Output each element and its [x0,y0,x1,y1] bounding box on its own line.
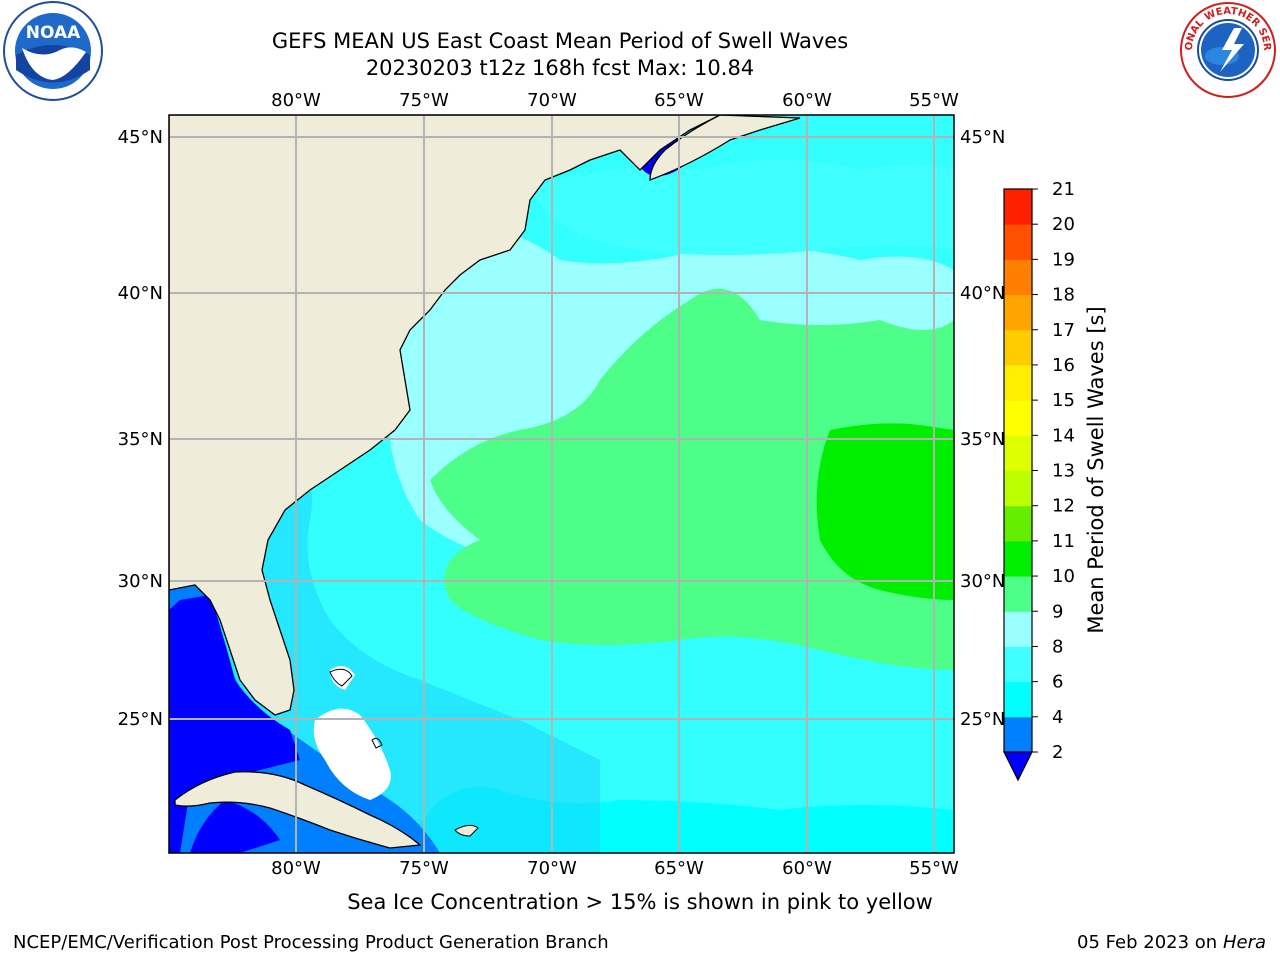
colorbar-tick-label: 18 [1052,285,1075,306]
land-islands [454,824,479,837]
lat-label: 40°N [960,283,1005,304]
noaa-logo: NOAA [3,1,103,101]
swell-period-zone [530,160,954,255]
footer-date: 05 Feb 2023 on Hera [1077,932,1266,953]
lat-label: 40°N [118,283,163,304]
colorbar-tick-label: 13 [1052,461,1075,482]
land-north-america [169,115,721,716]
swell-period-zone [430,288,954,670]
lat-label: 35°N [960,429,1005,450]
nws-logo: NATIONAL WEATHER SERVICE [1178,0,1276,98]
lat-labels-right: 45°N 40°N 35°N 30°N 25°N [960,127,1005,730]
footer-date-text: 05 Feb 2023 on [1077,932,1218,953]
land-bahamas [371,737,383,749]
colorbar-segment [1004,505,1032,542]
colorbar-segment [1004,400,1032,436]
lon-label: 60°W [782,858,832,879]
colorbar-tick-label: 19 [1052,249,1075,270]
colorbar-tick-label: 21 [1052,179,1075,200]
colorbar-tick-label: 11 [1052,531,1075,552]
swell-period-zone [816,423,954,600]
colorbar-segment [1004,646,1032,683]
lon-label: 70°W [527,90,577,111]
colorbar-tick-label: 10 [1052,566,1075,587]
colorbar-segment [1004,435,1032,471]
colorbar-tick-label: 12 [1052,496,1075,517]
footer-machine: Hera [1222,932,1266,953]
lon-label: 75°W [399,90,449,111]
lat-label: 35°N [118,429,163,450]
colorbar-tick-label: 15 [1052,390,1075,411]
colorbar-segment [1004,189,1032,225]
swell-period-zone [169,595,300,853]
lat-label: 45°N [118,127,163,148]
colorbar-segment [1004,681,1032,718]
colorbar-title: Mean Period of Swell Waves [s] [1084,306,1108,634]
colorbar-segment [1004,576,1032,612]
colorbar-segment [1004,716,1032,753]
colorbar-tick-label: 16 [1052,355,1075,376]
colorbar-tick-label: 8 [1052,636,1063,657]
colorbar-segment [1004,364,1032,401]
lon-label: 80°W [271,858,321,879]
sea-ice-caption: Sea Ice Concentration > 15% is shown in … [347,890,933,914]
land-cuba [174,771,422,849]
noaa-logo-text: NOAA [26,23,81,43]
colorbar-tick-label: 6 [1052,672,1063,693]
footer-credit: NCEP/EMC/Verification Post Processing Pr… [13,932,609,953]
lon-label: 55°W [909,90,959,111]
colorbar-tick-label: 17 [1052,320,1075,341]
lat-label: 25°N [960,709,1005,730]
colorbar-tick-label: 20 [1052,214,1075,235]
colorbar-segment [1004,540,1032,577]
colorbar-tick-label: 2 [1052,742,1063,763]
colorbar-segment [1004,259,1032,296]
lon-label: 65°W [654,858,704,879]
swell-period-zone [190,800,280,853]
colorbar-segment [1004,294,1032,331]
lon-label: 55°W [909,858,959,879]
lat-label: 30°N [118,571,163,592]
lat-label: 45°N [960,127,1005,148]
map-frame [168,114,955,854]
colorbar-tick-label: 14 [1052,425,1075,446]
swell-period-zone [313,708,391,800]
colorbar-segment [1004,611,1032,647]
lon-labels-top: 80°W 75°W 70°W 65°W 60°W 55°W [271,90,959,111]
colorbar-segment [1004,224,1032,260]
lon-label: 60°W [782,90,832,111]
colorbar-tick-label: 9 [1052,601,1063,622]
swell-period-zone [169,600,954,853]
lat-label: 25°N [118,709,163,730]
lon-label: 70°W [527,858,577,879]
colorbar-extend-triangle [1003,751,1033,782]
colorbar-tick-label: 4 [1052,707,1063,728]
land-bahamas [329,668,353,687]
graticule [169,115,954,853]
lon-labels-bottom: 80°W 75°W 70°W 65°W 60°W 55°W [271,858,959,879]
colorbar-segment [1004,329,1032,366]
colorbar: 2 4 6 8 9 10 11 12 13 14 15 16 17 18 19 20 21 [1003,179,1075,782]
lon-label: 80°W [271,90,321,111]
chart-title: GEFS MEAN US East Coast Mean Period of S… [271,29,849,53]
lat-labels-left: 45°N 40°N 35°N 30°N 25°N [118,127,163,730]
lon-label: 75°W [399,858,449,879]
chart-subtitle: 20230203 t12z 168h fcst Max: 10.84 [365,56,755,80]
lon-label: 65°W [654,90,704,111]
colorbar-segment [1004,470,1032,507]
lat-label: 30°N [960,571,1005,592]
